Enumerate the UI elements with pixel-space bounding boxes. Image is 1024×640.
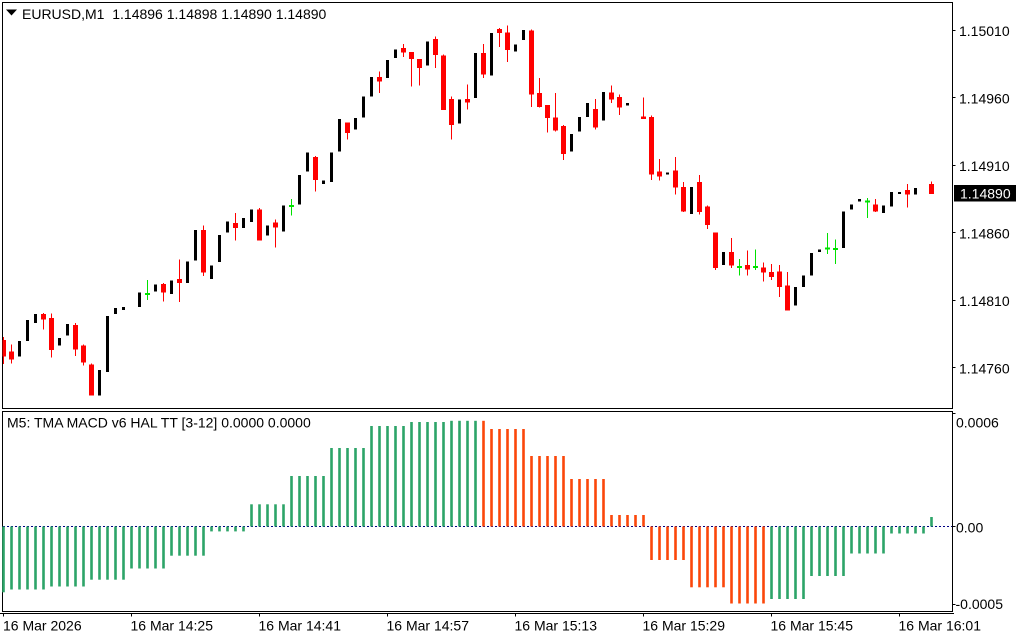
svg-text:1.14860: 1.14860 xyxy=(959,226,1010,242)
svg-text:0.00: 0.00 xyxy=(956,520,983,536)
svg-text:M5: TMA MACD v6 HAL TT [3-12]: M5: TMA MACD v6 HAL TT [3-12] 0.0000 0.0… xyxy=(7,415,311,431)
svg-text:-0.0005: -0.0005 xyxy=(956,596,1004,612)
svg-text:1.14960: 1.14960 xyxy=(959,91,1010,107)
svg-text:1.14760: 1.14760 xyxy=(959,361,1010,377)
svg-text:16 Mar 15:13: 16 Mar 15:13 xyxy=(515,618,598,634)
svg-text:16 Mar 14:57: 16 Mar 14:57 xyxy=(387,618,470,634)
svg-text:16 Mar 14:25: 16 Mar 14:25 xyxy=(131,618,214,634)
svg-text:1.14890: 1.14890 xyxy=(960,186,1011,202)
svg-text:16 Mar 15:29: 16 Mar 15:29 xyxy=(643,618,726,634)
svg-text:1.14810: 1.14810 xyxy=(959,293,1010,309)
svg-text:16 Mar 2026: 16 Mar 2026 xyxy=(3,618,82,634)
svg-text:16 Mar 16:01: 16 Mar 16:01 xyxy=(899,618,982,634)
svg-text:0.0006: 0.0006 xyxy=(956,415,999,431)
svg-text:16 Mar 15:45: 16 Mar 15:45 xyxy=(771,618,854,634)
svg-text:1.14910: 1.14910 xyxy=(959,158,1010,174)
svg-text:EURUSD,M1 1.14896 1.14898 1.1: EURUSD,M1 1.14896 1.14898 1.14890 1.1489… xyxy=(22,6,327,22)
svg-text:16 Mar 14:41: 16 Mar 14:41 xyxy=(259,618,342,634)
svg-text:1.15010: 1.15010 xyxy=(959,23,1010,39)
